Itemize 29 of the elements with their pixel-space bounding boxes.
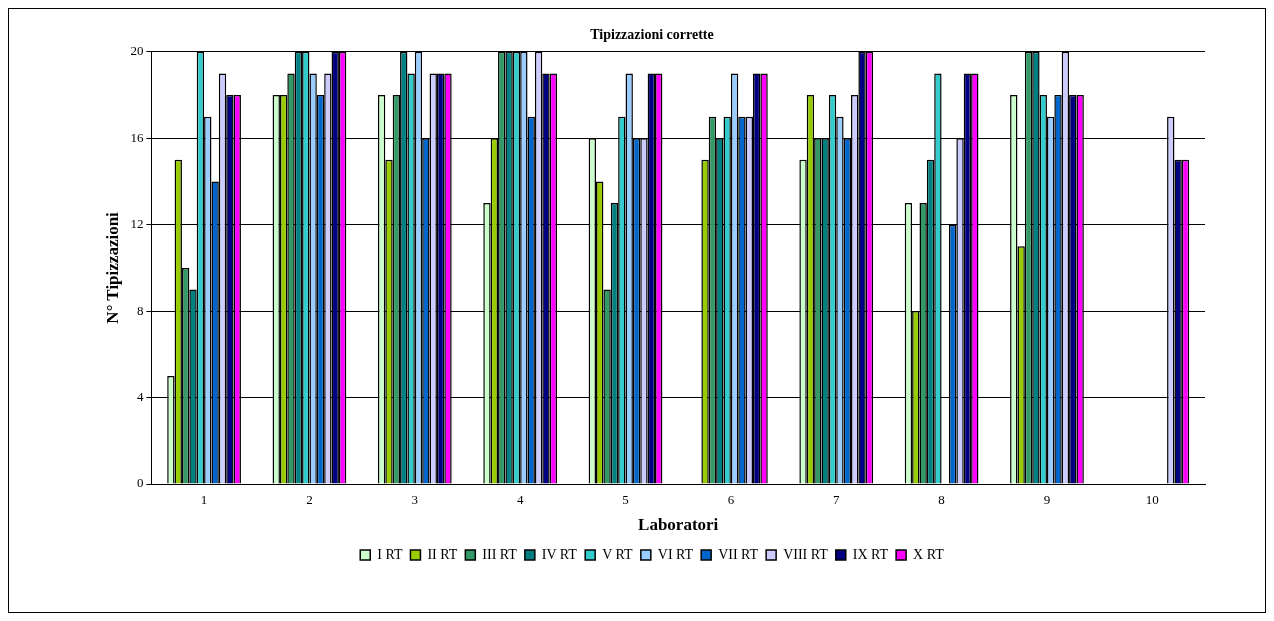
legend-label: II RT [427,546,458,562]
legend-label: VII RT [718,546,759,562]
x-tick-label: 7 [832,492,840,508]
y-tick-label: 12 [130,216,144,232]
x-tick-label: 8 [938,492,945,508]
x-tick-label: 10 [1145,492,1159,508]
legend-label: IV RT [541,546,578,562]
y-tick-label: 20 [130,43,144,59]
legend-label: X RT [913,546,945,562]
legend-label: I RT [377,546,403,562]
x-tick-label: 3 [411,492,419,508]
y-tick-label: 8 [136,302,144,318]
legend-label: IX RT [852,546,889,562]
y-axis-title: N° Tipizzazioni [102,211,122,324]
x-tick-label: 9 [1043,492,1051,508]
y-tick-label: 16 [130,129,144,145]
chart-title: Tipizzazioni corrette [590,27,714,43]
y-tick-label: 0 [136,475,144,491]
y-tick-label: 4 [136,388,144,404]
x-tick-label: 5 [622,492,629,508]
x-tick-label: 4 [516,492,524,508]
x-tick-label: 6 [727,492,735,508]
x-tick-label: 2 [306,492,313,508]
legend-label: V RT [602,546,634,562]
x-tick-label: 1 [200,492,208,508]
legend-label: III RT [482,546,518,562]
legend-label: VIII RT [783,546,829,562]
x-axis-title: Laboratori [638,515,719,535]
legend-label: VI RT [657,546,694,562]
